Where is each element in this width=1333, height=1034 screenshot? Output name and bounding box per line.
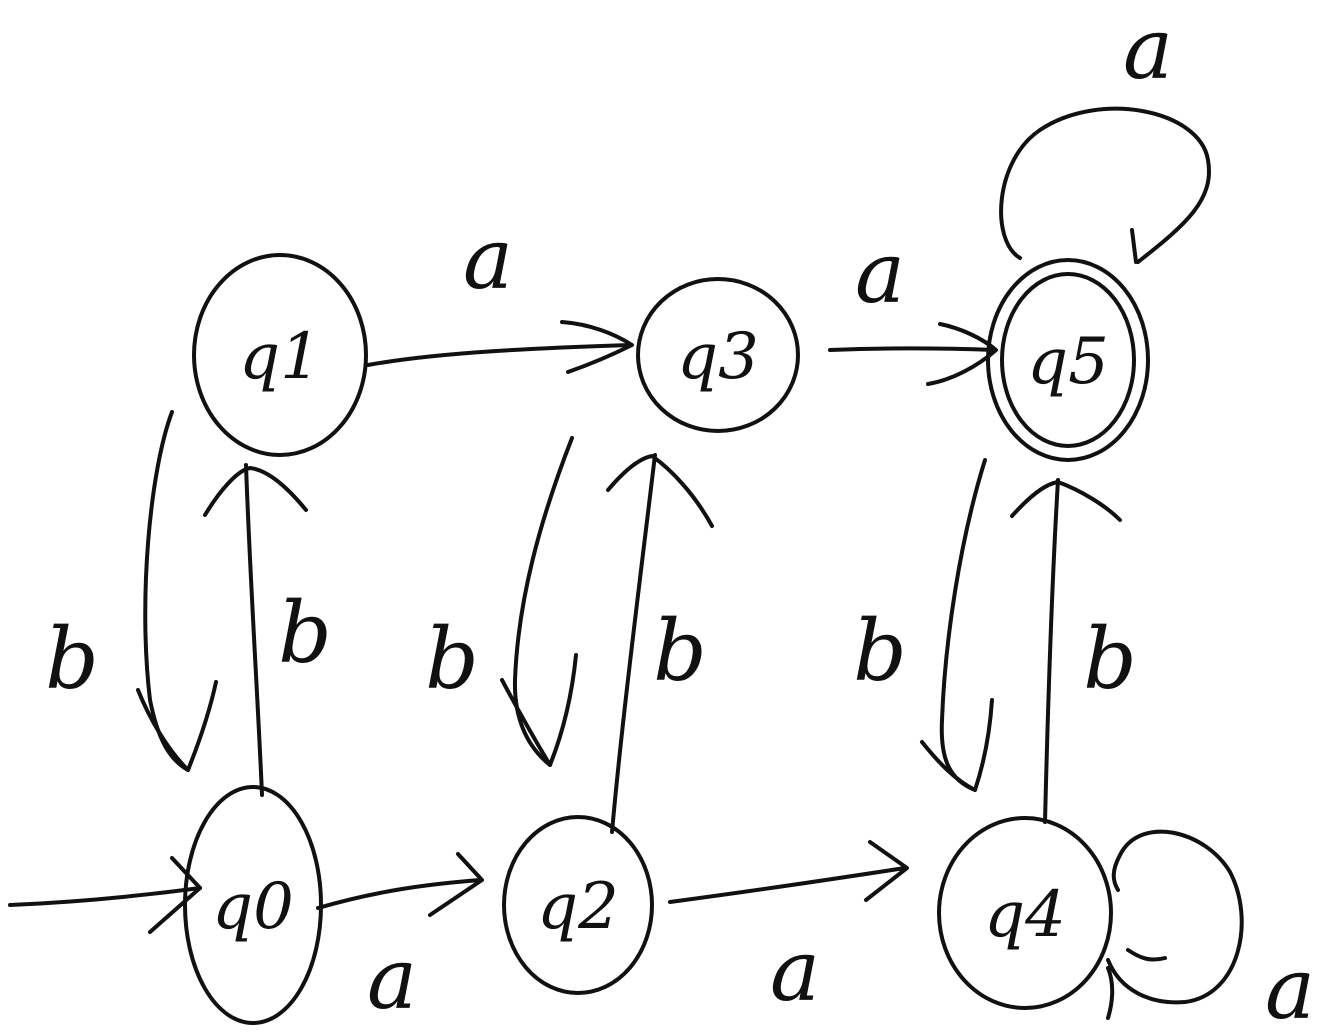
transition-q4-loop-label: a — [1265, 940, 1315, 1034]
state-q3: q3 — [636, 277, 800, 433]
transition-q1-q3-label: a — [463, 210, 513, 308]
state-q1-circle — [192, 253, 368, 457]
start-arrow — [8, 856, 202, 934]
state-q4-circle — [937, 816, 1113, 1010]
state-q1-label: q1 — [239, 320, 321, 394]
state-q0-circle — [183, 785, 323, 1025]
state-q4-label: q4 — [984, 878, 1066, 952]
transition-q0-q1: b — [203, 463, 332, 797]
transition-q0-q1-label: b — [278, 584, 332, 682]
transition-q5-loop-label: a — [1123, 0, 1173, 98]
transition-q5-self-loop: a — [999, 0, 1211, 264]
state-q5-accept-ring — [1000, 272, 1136, 448]
state-q3-label: q3 — [677, 320, 759, 394]
transition-q1-q3: a — [366, 210, 634, 374]
state-q1: q1 — [192, 253, 368, 457]
transition-q2-q3: b — [606, 453, 714, 834]
transition-q3-q5: a — [828, 224, 998, 386]
state-q0: q0 — [183, 785, 323, 1025]
transition-q0-q2: a — [316, 852, 484, 1028]
transition-q3-q5-label: a — [855, 224, 905, 322]
transition-q2-q4-label: a — [770, 922, 820, 1020]
state-q2-label: q2 — [537, 870, 619, 944]
state-q2-circle — [502, 815, 654, 995]
transition-q2-q3-label: b — [653, 602, 707, 700]
transition-q1-q0-label: b — [45, 610, 99, 708]
state-q5-circle — [986, 258, 1150, 462]
transition-q5-q4: b — [853, 458, 994, 792]
transition-q3-q2-label: b — [425, 610, 479, 708]
state-q0-label: q0 — [212, 870, 294, 944]
transition-q5-q4-label: b — [853, 602, 907, 700]
transition-q3-q2: b — [425, 436, 578, 767]
state-q2: q2 — [502, 815, 654, 995]
transition-q0-q2-label: a — [367, 930, 417, 1028]
state-q5-label: q5 — [1027, 325, 1109, 399]
transition-q2-q4: a — [668, 840, 909, 1020]
transition-q4-self-loop: a — [1106, 829, 1315, 1034]
transition-q4-q5-label: b — [1083, 610, 1137, 708]
state-q4: q4 — [937, 816, 1113, 1010]
state-q5: q5 — [986, 258, 1150, 462]
transition-q1-q0: b — [45, 410, 218, 772]
transition-q4-q5: b — [1010, 478, 1137, 824]
state-q3-circle — [636, 277, 800, 433]
